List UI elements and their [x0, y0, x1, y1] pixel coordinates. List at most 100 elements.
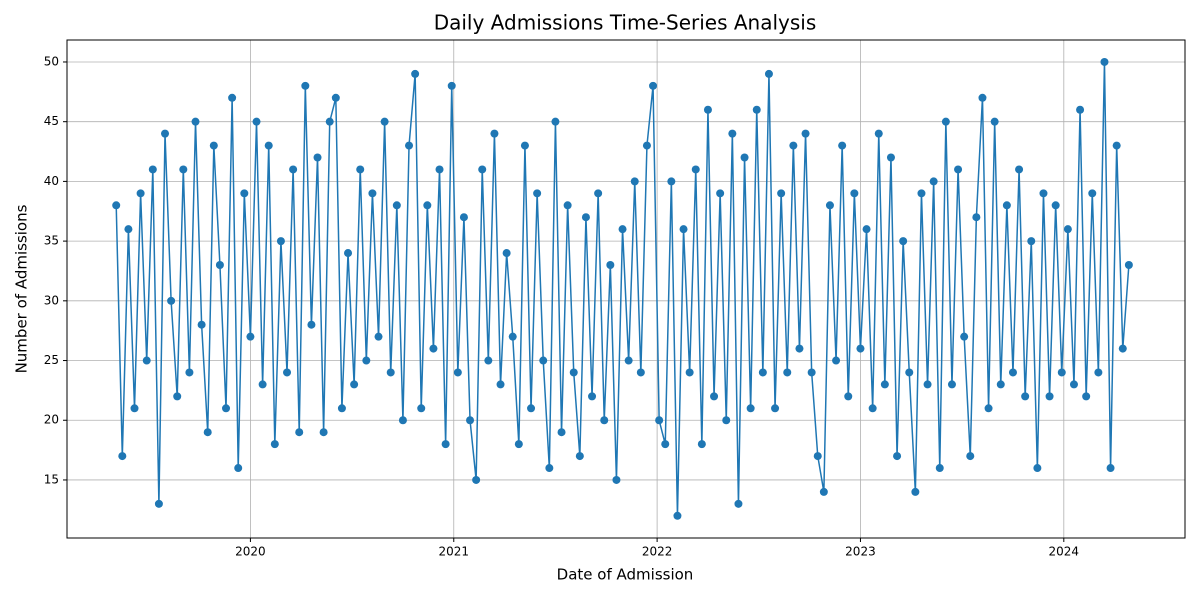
point [185, 368, 194, 377]
point [600, 416, 609, 425]
point [191, 117, 200, 126]
plot-frame [66, 39, 1186, 539]
point [685, 368, 694, 377]
point [734, 499, 743, 508]
point [197, 320, 206, 329]
point [825, 201, 834, 210]
point [581, 213, 590, 222]
point [673, 511, 682, 520]
point [905, 368, 914, 377]
point [844, 392, 853, 401]
point [630, 177, 639, 186]
point [167, 296, 176, 305]
point [966, 452, 975, 461]
point [179, 165, 188, 174]
point [161, 129, 170, 138]
point [508, 332, 517, 341]
point [752, 105, 761, 114]
y-tick-label: 40 [44, 174, 59, 188]
point [1021, 392, 1030, 401]
point [856, 344, 865, 353]
point [917, 189, 926, 198]
point [398, 416, 407, 425]
point [771, 404, 780, 413]
y-axis-label: Number of Admissions [13, 204, 31, 373]
point [502, 249, 511, 258]
point [764, 69, 773, 78]
point [1033, 464, 1042, 473]
point [880, 380, 889, 389]
point [667, 177, 676, 186]
point [954, 165, 963, 174]
point [124, 225, 133, 234]
point [575, 452, 584, 461]
x-tick-label: 2020 [235, 545, 266, 559]
point [618, 225, 627, 234]
point [893, 452, 902, 461]
x-tick-label: 2022 [642, 545, 673, 559]
point [716, 189, 725, 198]
point [1051, 201, 1060, 210]
point [429, 344, 438, 353]
point [1118, 344, 1127, 353]
point [1082, 392, 1091, 401]
point [270, 440, 279, 449]
point [551, 117, 560, 126]
point [392, 201, 401, 210]
point [350, 380, 359, 389]
x-tick-label: 2023 [845, 545, 876, 559]
point [246, 332, 255, 341]
point [899, 237, 908, 246]
point [496, 380, 505, 389]
point [649, 81, 658, 90]
point [947, 380, 956, 389]
point [850, 189, 859, 198]
point [1063, 225, 1072, 234]
point [813, 452, 822, 461]
point [655, 416, 664, 425]
point [539, 356, 548, 365]
point [453, 368, 462, 377]
x-axis-label: Date of Admission [557, 566, 694, 584]
point [1124, 260, 1133, 269]
point [405, 141, 414, 150]
point [740, 153, 749, 162]
point [386, 368, 395, 377]
point [313, 153, 322, 162]
point [838, 141, 847, 150]
point [795, 344, 804, 353]
point [636, 368, 645, 377]
point [325, 117, 334, 126]
point [874, 129, 883, 138]
point [1015, 165, 1024, 174]
point [527, 404, 536, 413]
point [380, 117, 389, 126]
point [173, 392, 182, 401]
y-tick-label: 15 [44, 472, 59, 486]
point [801, 129, 810, 138]
point [234, 464, 243, 473]
point [710, 392, 719, 401]
point [1069, 380, 1078, 389]
point [789, 141, 798, 150]
point [563, 201, 572, 210]
point [252, 117, 261, 126]
point [215, 260, 224, 269]
point [319, 428, 328, 437]
point [344, 249, 353, 258]
point [148, 165, 157, 174]
point [807, 368, 816, 377]
point [520, 141, 529, 150]
point [307, 320, 316, 329]
point [374, 332, 383, 341]
point [112, 201, 121, 210]
point [337, 404, 346, 413]
x-tick-label: 2024 [1049, 545, 1080, 559]
point [301, 81, 310, 90]
chart-title: Daily Admissions Time-Series Analysis [434, 11, 817, 35]
y-tick-label: 20 [44, 413, 59, 427]
point [758, 368, 767, 377]
point [154, 499, 163, 508]
point [228, 93, 237, 102]
y-tick-label: 35 [44, 234, 59, 248]
